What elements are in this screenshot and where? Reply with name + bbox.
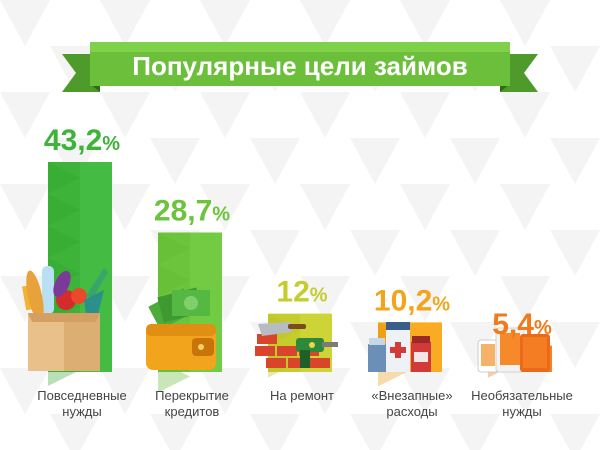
value-unit: % <box>102 133 120 155</box>
background-triangle <box>350 138 400 184</box>
background-triangle <box>300 0 350 46</box>
category-label-line: расходы <box>386 404 437 419</box>
bar-facet <box>48 162 80 194</box>
background-triangle <box>100 184 150 230</box>
background-triangle <box>450 138 500 184</box>
background-triangle <box>400 276 450 322</box>
background-triangle <box>450 230 500 276</box>
value-labels: 43,2%28,7%12% 10,2%5,4% <box>44 124 552 341</box>
category-label: Повседневные нужды <box>37 388 126 419</box>
category-label-line: Необязательные <box>471 388 573 403</box>
wallet-money-icon <box>146 287 216 370</box>
background-triangle <box>500 0 550 46</box>
background-triangle <box>450 322 500 368</box>
bar-facet <box>158 264 190 297</box>
background-triangle <box>350 414 400 450</box>
background-triangle <box>250 230 300 276</box>
bar-facet <box>48 226 80 258</box>
category-label: Перекрытие кредитов <box>155 388 229 419</box>
value-unit: % <box>432 293 450 315</box>
background-triangle <box>250 138 300 184</box>
background-triangle <box>550 138 600 184</box>
medicine-bottles-icon <box>368 322 431 372</box>
value-unit: % <box>212 203 230 225</box>
background-triangle <box>100 276 150 322</box>
value-label: 12% <box>276 276 327 309</box>
background-triangle <box>200 92 250 138</box>
title-banner: Популярные цели займов <box>62 42 538 92</box>
category-label: На ремонт <box>270 388 334 403</box>
grocery-bag-icon <box>22 266 108 371</box>
background-triangle <box>350 230 400 276</box>
background-triangle <box>0 0 50 46</box>
category-label-line: кредитов <box>165 404 220 419</box>
background-triangle <box>100 0 150 46</box>
category-label-line: На ремонт <box>270 388 334 403</box>
background-triangle <box>100 92 150 138</box>
background-triangle <box>400 184 450 230</box>
background-triangle <box>300 368 350 414</box>
background-triangle <box>100 368 150 414</box>
background-triangle <box>200 368 250 414</box>
value-number: 12 <box>276 276 309 309</box>
background-triangle <box>300 184 350 230</box>
bricks-trowel-drill-icon <box>255 322 338 368</box>
category-label-line: Повседневные <box>37 388 126 403</box>
value-unit: % <box>534 317 552 339</box>
category-label: «Внезапные» расходы <box>371 388 452 419</box>
value-label: 5,4% <box>492 308 552 341</box>
background-triangle <box>50 138 100 184</box>
background-triangle <box>200 0 250 46</box>
background-triangle <box>550 414 600 450</box>
banner-highlight <box>90 42 510 52</box>
mobile-devices-icon <box>477 327 550 373</box>
category-label-line: Перекрытие <box>155 388 229 403</box>
bar-facet <box>48 194 80 226</box>
background-triangle <box>400 0 450 46</box>
value-label: 43,2% <box>44 124 120 157</box>
background-triangle <box>400 92 450 138</box>
value-number: 5,4 <box>492 308 534 341</box>
background-triangle <box>0 92 50 138</box>
value-number: 28,7 <box>154 194 212 227</box>
background-triangle <box>450 414 500 450</box>
background-triangle <box>550 322 600 368</box>
category-label-line: нужды <box>502 404 541 419</box>
value-unit: % <box>310 285 328 307</box>
background-triangle <box>150 414 200 450</box>
bar-facet <box>158 232 190 265</box>
category-label-line: «Внезапные» <box>371 388 452 403</box>
background-triangle <box>500 184 550 230</box>
value-number: 43,2 <box>44 124 102 157</box>
background-triangle <box>550 230 600 276</box>
background-triangle <box>550 46 600 92</box>
background-triangle <box>300 92 350 138</box>
background-triangle <box>300 276 350 322</box>
category-label: Необязательные нужды <box>471 388 573 419</box>
background-triangle <box>200 184 250 230</box>
page-title: Популярные цели займов <box>132 51 468 81</box>
background-triangle <box>0 368 50 414</box>
value-number: 10,2 <box>374 284 432 317</box>
background-triangle <box>150 138 200 184</box>
background-triangle <box>250 414 300 450</box>
background-triangle <box>500 368 550 414</box>
bar-icons <box>22 266 550 373</box>
value-label: 28,7% <box>154 194 230 227</box>
background-triangle <box>500 276 550 322</box>
background-triangle <box>0 184 50 230</box>
value-label: 10,2% <box>374 284 450 317</box>
background-triangle <box>50 414 100 450</box>
category-label-line: нужды <box>62 404 101 419</box>
background-triangle <box>400 368 450 414</box>
background-triangle <box>500 92 550 138</box>
